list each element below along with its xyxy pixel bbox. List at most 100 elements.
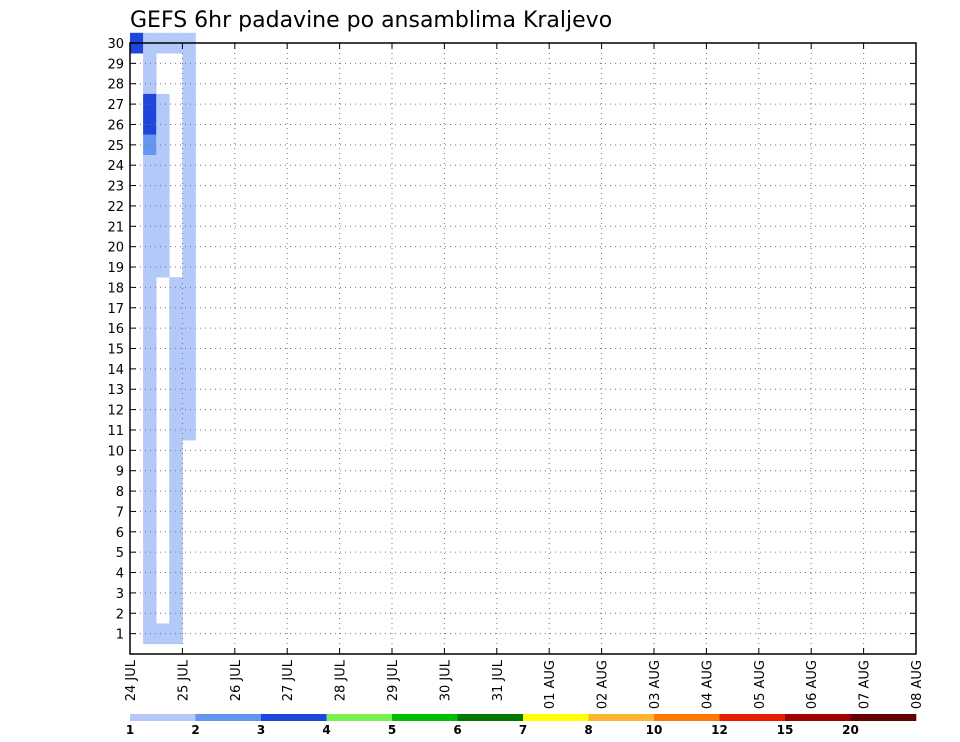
x-tick-label: 29 JUL — [386, 659, 401, 701]
x-tick-label: 07 AUG — [858, 660, 873, 709]
y-tick-label: 22 — [107, 200, 124, 215]
colorbar-swatch — [523, 714, 589, 721]
y-tick-label: 24 — [107, 159, 124, 174]
x-tick-label: 26 JUL — [229, 659, 244, 701]
heatmap-cell — [143, 93, 157, 115]
heatmap-cell — [182, 155, 196, 176]
y-tick-label: 25 — [107, 139, 124, 154]
heatmap-cell — [143, 521, 157, 543]
colorbar-swatch — [588, 714, 655, 721]
y-tick-label: 16 — [107, 322, 124, 337]
x-tick-label: 08 AUG — [910, 660, 925, 709]
heatmap-cell — [143, 379, 157, 400]
heatmap-cell — [143, 53, 157, 74]
x-tick-label: 03 AUG — [648, 660, 663, 709]
heatmap-cell — [143, 236, 157, 258]
y-tick-label: 27 — [107, 98, 124, 113]
y-tick-label: 13 — [107, 383, 124, 398]
chart-title: GEFS 6hr padavine po ansamblima Kraljevo — [130, 8, 612, 33]
heatmap-cell — [143, 603, 157, 624]
y-tick-label: 28 — [107, 78, 124, 93]
colorbar-swatch — [850, 714, 917, 721]
y-tick-label: 23 — [107, 180, 124, 195]
colorbar-label: 5 — [388, 723, 396, 737]
y-tick-label: 18 — [107, 281, 124, 296]
heatmap-cell — [182, 216, 196, 237]
heatmap-cell — [143, 73, 157, 95]
heatmap-cell — [143, 317, 157, 339]
heatmap-cell — [143, 460, 157, 482]
heatmap-cell — [156, 155, 170, 176]
heatmap-cell — [182, 53, 196, 74]
heatmap-cell — [182, 277, 196, 298]
colorbar-label: 3 — [257, 723, 265, 737]
colorbar-label: 4 — [322, 723, 330, 737]
x-tick-label: 06 AUG — [805, 660, 820, 709]
heatmap-cell — [156, 623, 170, 645]
x-tick-label: 30 JUL — [438, 659, 453, 701]
heatmap-cell — [182, 256, 196, 278]
y-tick-label: 21 — [107, 220, 124, 235]
heatmap-cell — [182, 317, 196, 339]
y-tick-label: 15 — [107, 343, 124, 358]
plot-frame — [129, 42, 917, 655]
x-tick-label: 24 JUL — [124, 659, 139, 701]
heatmap-cell — [182, 175, 196, 197]
heatmap-cell — [143, 216, 157, 237]
heatmap-cell — [182, 379, 196, 400]
heatmap-cell — [143, 358, 157, 380]
colorbar-label: 2 — [191, 723, 199, 737]
colorbar-label: 1 — [126, 723, 134, 737]
y-tick-label: 4 — [116, 567, 124, 582]
x-tick-label: 31 JUL — [491, 659, 506, 701]
colorbar-swatch — [392, 714, 458, 721]
heatmap-cell — [143, 541, 157, 563]
colorbar-swatch — [326, 714, 393, 721]
y-tick-label: 14 — [107, 363, 124, 378]
x-tick-label: 27 JUL — [281, 659, 296, 701]
heatmap-cell — [143, 480, 157, 502]
heatmap-cell — [143, 114, 157, 135]
heatmap-cell — [182, 73, 196, 95]
heatmap-cell — [156, 93, 170, 115]
heatmap-cell — [156, 195, 170, 217]
heatmap-cell — [182, 297, 196, 319]
heatmap-cell — [182, 114, 196, 135]
y-tick-label: 29 — [107, 57, 124, 72]
heatmap-cell — [156, 134, 170, 156]
y-tick-label: 26 — [107, 118, 124, 133]
x-axis: 24 JUL 25 JUL 26 JUL 27 JUL 28 JUL 29 JUL 30 J… — [124, 43, 925, 709]
colorbar-label: 10 — [646, 723, 663, 737]
x-tick-label: 28 JUL — [334, 659, 349, 701]
heatmap-cell — [156, 216, 170, 237]
colorbar-swatch — [785, 714, 851, 721]
heatmap-cell — [182, 419, 196, 441]
heatmap-cell — [182, 399, 196, 421]
heatmap-cell — [143, 277, 157, 298]
heatmap-cell — [143, 134, 157, 156]
colorbar-label: 12 — [711, 723, 728, 737]
x-tick-label: 25 JUL — [176, 659, 191, 701]
heatmap-cell — [143, 562, 157, 584]
y-tick-label: 17 — [107, 302, 124, 317]
heatmap-cell — [182, 93, 196, 115]
y-tick-label: 20 — [107, 241, 124, 256]
y-tick-label: 11 — [107, 424, 124, 439]
y-tick-label: 9 — [116, 465, 124, 480]
colorbar-label: 6 — [453, 723, 461, 737]
colorbar-label: 8 — [584, 723, 592, 737]
heatmap-cell — [156, 236, 170, 258]
y-tick-label: 19 — [107, 261, 124, 276]
heatmap-cell — [143, 582, 157, 604]
y-tick-label: 6 — [116, 526, 124, 541]
heatmap-cell — [182, 236, 196, 258]
heatmap-cell — [143, 297, 157, 319]
colorbar-label: 7 — [519, 723, 527, 737]
y-tick-label: 30 — [107, 37, 124, 52]
colorbar-label: 15 — [777, 723, 794, 737]
y-axis: 1234567891011121314151617181920212223242… — [107, 37, 916, 643]
heatmap-cell — [143, 155, 157, 176]
y-tick-label: 8 — [116, 485, 124, 500]
y-tick-label: 10 — [107, 444, 124, 459]
